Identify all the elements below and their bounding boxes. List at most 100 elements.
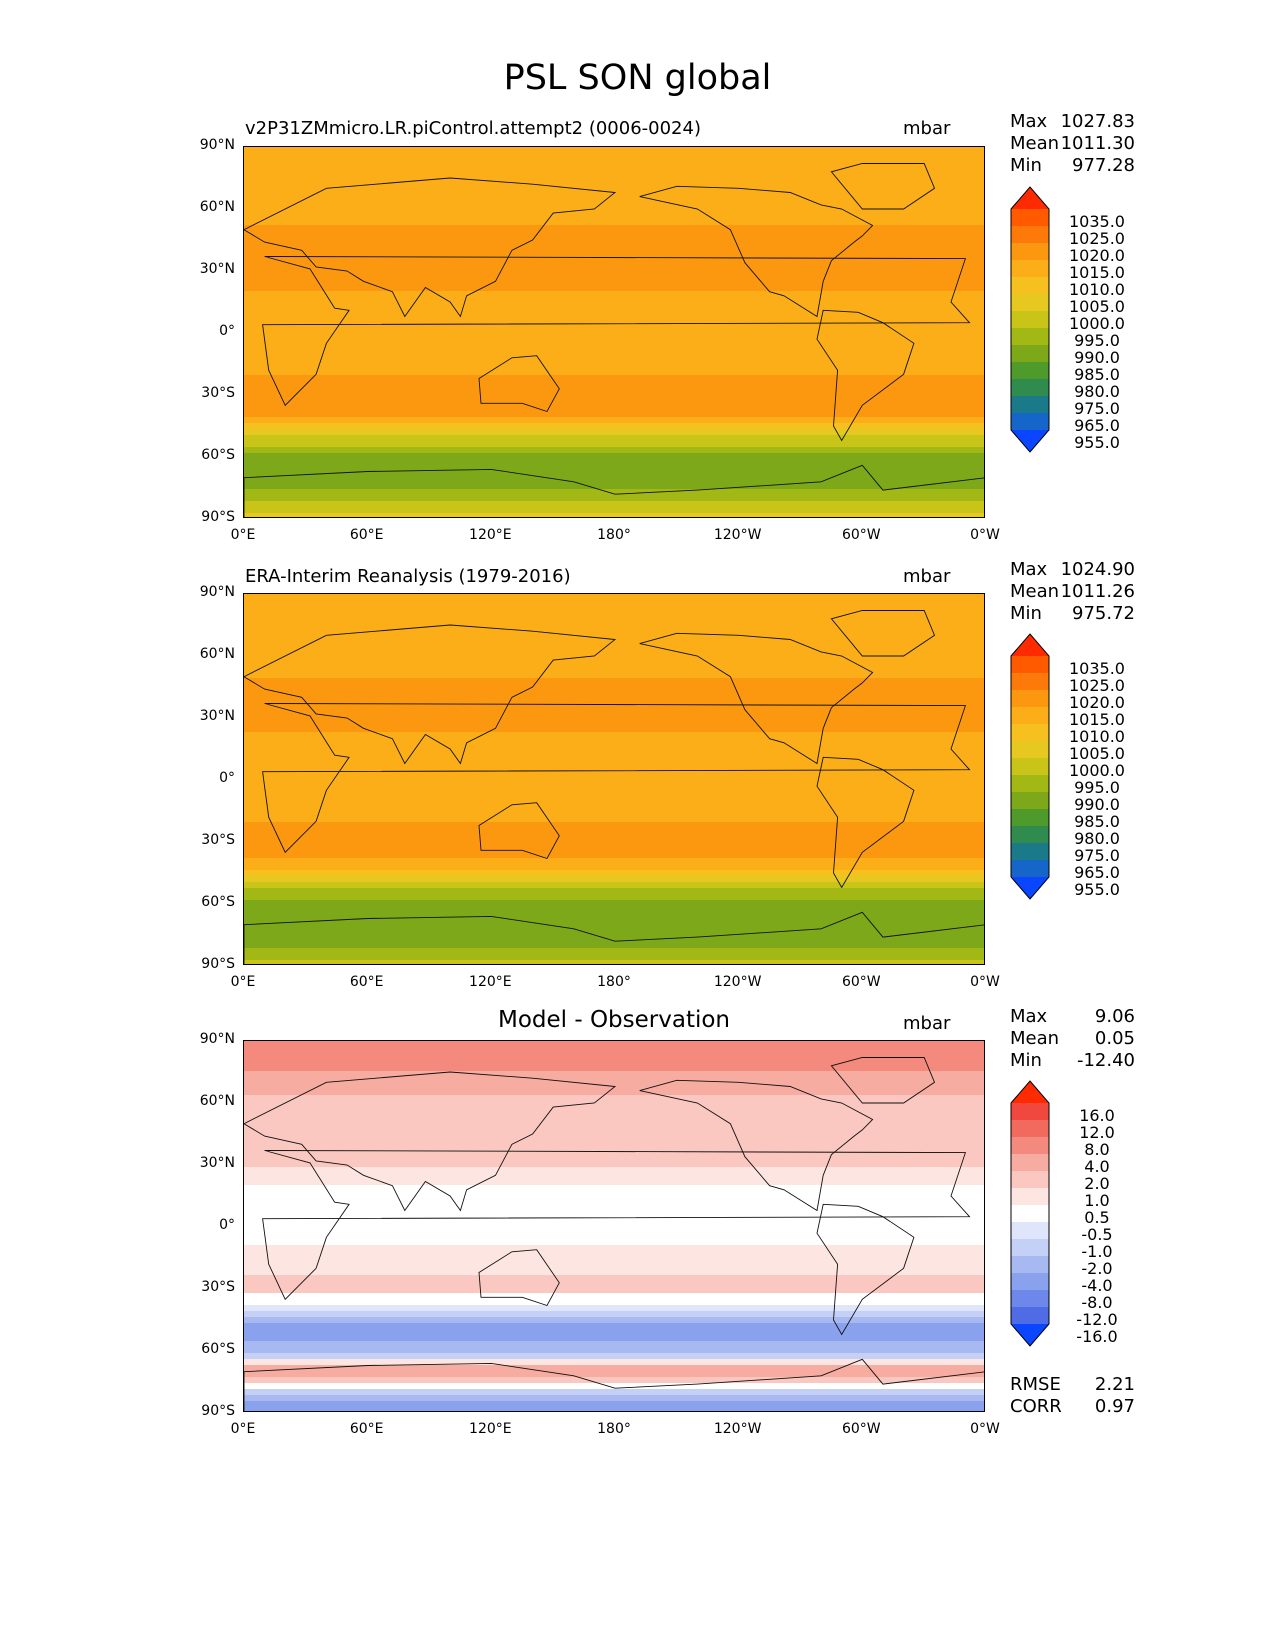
colorbar-swatch — [1011, 1239, 1049, 1257]
field-band — [244, 369, 984, 376]
field-band — [244, 696, 984, 703]
lon-tick-label: 0°E — [230, 1421, 256, 1437]
colorbar-swatch — [1011, 775, 1049, 793]
colorbar-level-label: 985.0 — [1074, 812, 1120, 831]
field-band — [244, 297, 984, 304]
lat-tick-label: 0° — [219, 323, 235, 339]
field-band — [244, 624, 984, 631]
coastline — [262, 703, 971, 854]
colorbar-level-label: 1010.0 — [1069, 280, 1125, 299]
field-band — [244, 822, 984, 829]
colorbar-swatch — [1011, 379, 1049, 397]
field-band — [244, 1059, 984, 1066]
field-band — [244, 1347, 984, 1354]
stat-max-value: 1024.90 — [1060, 559, 1135, 580]
colorbar-level-label: 1035.0 — [1069, 212, 1125, 231]
lon-tick-label: 0°E — [230, 527, 256, 543]
panel-3-units: mbar — [903, 1013, 951, 1034]
lat-tick-label: 30°N — [199, 1155, 235, 1171]
field-band — [244, 327, 984, 334]
field-band — [244, 285, 984, 292]
field-band — [244, 834, 984, 841]
colorbar-level-label: -16.0 — [1076, 1327, 1118, 1346]
colorbar-swatch — [1011, 362, 1049, 380]
field-band — [244, 1065, 984, 1072]
stat-min-value: 977.28 — [1072, 155, 1135, 176]
figure-title: PSL SON global — [503, 58, 772, 98]
field-band — [244, 858, 984, 865]
field-band — [244, 1383, 984, 1390]
field-band — [244, 1401, 984, 1408]
colorbar-level-label: 975.0 — [1074, 399, 1120, 418]
field-band — [244, 1113, 984, 1120]
lon-tick-label: 180° — [597, 527, 631, 543]
colorbar-swatches — [1010, 1080, 1050, 1347]
field-band — [244, 786, 984, 793]
field-band — [244, 1365, 984, 1372]
colorbar-swatch — [1011, 328, 1049, 346]
field-band — [244, 1047, 984, 1054]
panel-2-title: ERA-Interim Reanalysis (1979-2016) — [245, 566, 571, 587]
colorbar-swatch — [1011, 396, 1049, 414]
field-band — [244, 339, 984, 346]
field-band — [244, 291, 984, 298]
field-band — [244, 936, 984, 943]
panel-1-heatmap — [244, 147, 984, 517]
colorbar-swatch — [1011, 1205, 1049, 1223]
colorbar-swatch — [1011, 294, 1049, 312]
field-band — [244, 1317, 984, 1324]
lat-tick-label: 30°N — [199, 261, 235, 277]
coastline — [639, 632, 874, 765]
lat-tick-label: 30°N — [199, 708, 235, 724]
field-band — [244, 1293, 984, 1300]
field-band — [244, 888, 984, 895]
field-band — [244, 1197, 984, 1204]
coastline — [244, 464, 984, 517]
field-band — [244, 1071, 984, 1078]
lon-tick-label: 120°E — [469, 527, 512, 543]
colorbar-level-label: 4.0 — [1084, 1157, 1110, 1176]
colorbar-level-label: 975.0 — [1074, 846, 1120, 865]
colorbar-level-label: 1035.0 — [1069, 659, 1125, 678]
panel-1-title: v2P31ZMmicro.LR.piControl.attempt2 (0006… — [245, 118, 701, 139]
lat-tick-label: 60°N — [199, 199, 235, 215]
lon-tick-label: 60°W — [841, 1421, 881, 1437]
panel-3-metrics: RMSE 2.21 CORR 0.97 — [1010, 1374, 1135, 1418]
field-band — [244, 1371, 984, 1378]
colorbar-level-label: 1.0 — [1084, 1191, 1110, 1210]
field-band — [244, 375, 984, 382]
field-band — [244, 1107, 984, 1114]
colorbar-outline — [1010, 186, 1050, 453]
field-band — [244, 810, 984, 817]
stat-max-value: 1027.83 — [1060, 111, 1135, 132]
colorbar-level-label: 980.0 — [1074, 382, 1120, 401]
field-band — [244, 1215, 984, 1222]
field-band — [244, 612, 984, 619]
colorbar-level-label: 2.0 — [1084, 1174, 1110, 1193]
field-band — [244, 147, 984, 154]
colorbar-swatch — [1011, 1171, 1049, 1189]
colorbar-level-label: 995.0 — [1074, 778, 1120, 797]
lat-tick-label: 90°N — [199, 1031, 235, 1047]
stat-max-label: Max — [1010, 111, 1048, 132]
coastline — [262, 1150, 971, 1301]
field-band — [244, 744, 984, 751]
field-band — [244, 279, 984, 286]
colorbar-swatch — [1011, 226, 1049, 244]
field-band — [244, 1119, 984, 1126]
lat-tick-label: 0° — [219, 770, 235, 786]
stat-mean-label: Mean — [1010, 133, 1060, 154]
field-band — [244, 465, 984, 472]
colorbar-outline — [1010, 633, 1050, 900]
field-band — [244, 453, 984, 460]
colorbar-level-label: 990.0 — [1074, 348, 1120, 367]
field-band — [244, 1263, 984, 1270]
coastline — [816, 756, 915, 889]
field-band — [244, 1245, 984, 1252]
field-band — [244, 345, 984, 352]
colorbar-level-label: 12.0 — [1079, 1123, 1115, 1142]
field-band — [244, 1377, 984, 1384]
colorbar-level-label: 1025.0 — [1069, 676, 1125, 695]
rmse-value: 2.21 — [1094, 1374, 1135, 1395]
field-band — [244, 912, 984, 919]
